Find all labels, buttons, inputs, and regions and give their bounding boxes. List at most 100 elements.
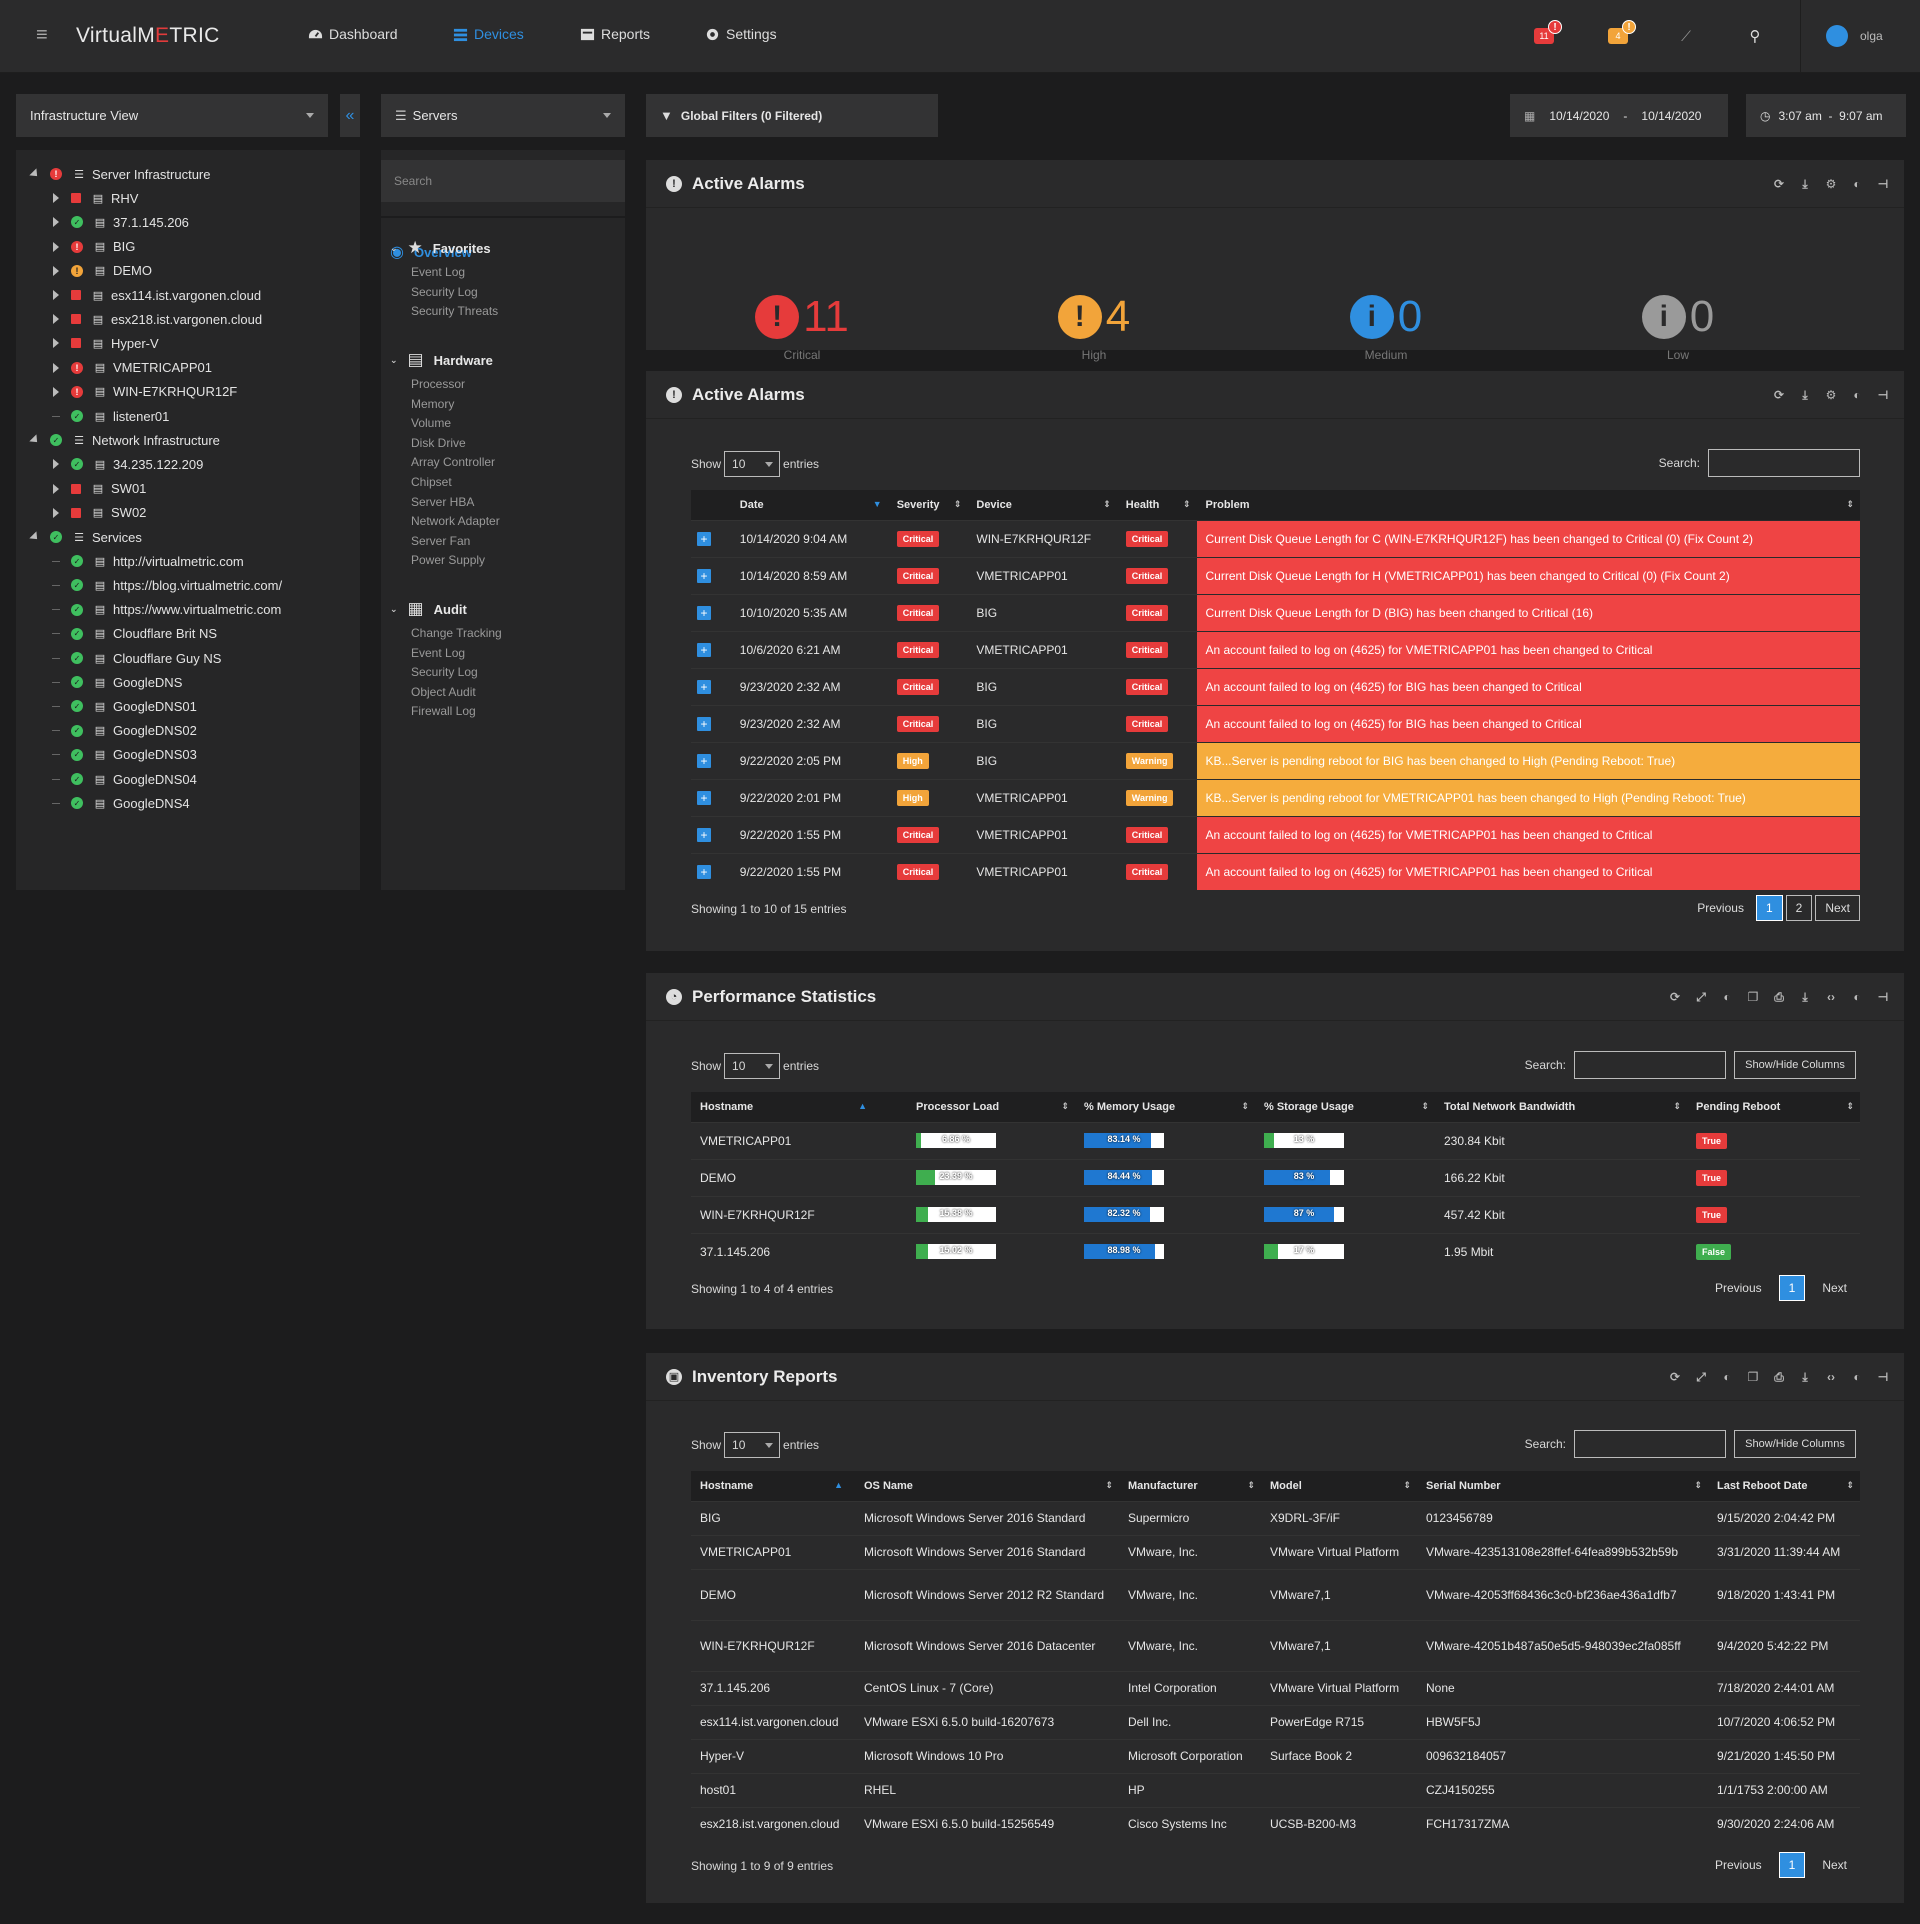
tree-node[interactable]: ✓ ▤ https://blog.virtualmetric.com/: [49, 573, 282, 597]
tree-node[interactable]: ✓ ▤ http://virtualmetric.com: [49, 549, 244, 573]
tree-node[interactable]: ✓ ▤ Cloudflare Brit NS: [49, 622, 217, 646]
expand-icon[interactable]: [49, 459, 63, 470]
nav-link-favorites[interactable]: Event Log: [411, 265, 466, 279]
previous-button[interactable]: Previous: [1714, 1858, 1762, 1872]
gear-icon[interactable]: ⚙: [1825, 388, 1837, 402]
user-menu[interactable]: olga: [1826, 25, 1883, 47]
column-header[interactable]: Serial Number ⇕: [1417, 1471, 1708, 1501]
hostname-cell[interactable]: 37.1.145.206: [691, 1670, 855, 1705]
warning-alerts-button[interactable]: 4!: [1598, 16, 1638, 56]
hostname-cell[interactable]: WIN-E7KRHQUR12F: [691, 1619, 855, 1671]
column-header[interactable]: OS Name ⇕: [855, 1471, 1119, 1501]
expand-icon[interactable]: [49, 290, 63, 300]
next-button[interactable]: Next: [1822, 1858, 1847, 1872]
pin-icon[interactable]: ⟋: [1681, 27, 1691, 44]
column-header[interactable]: % Storage Usage ⇕: [1255, 1092, 1435, 1122]
table-row[interactable]: +10/14/2020 8:59 AM Critical VMETRICAPP01 C…: [691, 556, 1860, 594]
toggle-icon[interactable]: ◐: [1853, 990, 1861, 1004]
hostname-cell[interactable]: DEMO: [691, 1568, 855, 1620]
code-icon[interactable]: ‹›: [1827, 990, 1835, 1004]
alarm-summary-low[interactable]: i 0 Low: [1588, 292, 1768, 362]
table-row[interactable]: VMETRICAPP01 6.86 % 83.14 % 13 % 230.84 Kbit…: [691, 1121, 1860, 1159]
table-row[interactable]: +10/14/2020 9:04 AM Critical WIN-E7KRHQUR1…: [691, 519, 1860, 557]
previous-button[interactable]: Previous: [1697, 901, 1744, 915]
table-row[interactable]: WIN-E7KRHQUR12F 15.38 % 82.32 % 87 % 457.42 …: [691, 1195, 1860, 1233]
contrast-icon[interactable]: ◐: [1723, 990, 1731, 1004]
nav-overview[interactable]: ◉ Overview: [390, 242, 472, 262]
page-length-select[interactable]: 10: [724, 1053, 781, 1079]
page-length-select[interactable]: 10: [724, 1432, 781, 1458]
code-icon[interactable]: ‹›: [1827, 1370, 1835, 1384]
print-icon[interactable]: ⎙: [1774, 1370, 1784, 1384]
servers-select[interactable]: ☰ Servers: [381, 94, 625, 137]
nav-link-hardware[interactable]: Volume: [411, 416, 452, 431]
column-header-date[interactable]: Date ▼: [730, 490, 888, 520]
nav-link-hardware[interactable]: Array Controller: [411, 455, 496, 470]
column-header[interactable]: Hostname ▲: [691, 1471, 855, 1501]
tree-node[interactable]: ✓ ▤ GoogleDNS01: [49, 694, 197, 718]
nav-link-hardware[interactable]: Processor: [411, 377, 466, 391]
table-row[interactable]: WIN-E7KRHQUR12F Microsoft Windows Server …: [691, 1619, 1860, 1671]
nav-link-audit[interactable]: Firewall Log: [411, 704, 476, 719]
download-icon[interactable]: ⤓: [1802, 388, 1808, 402]
expand-row-icon[interactable]: +: [697, 790, 711, 805]
nav-devices[interactable]: Devices: [453, 26, 524, 42]
copy-icon[interactable]: ❐: [1747, 990, 1759, 1004]
collapse-icon[interactable]: [28, 168, 42, 180]
nav-link-audit[interactable]: Object Audit: [411, 684, 476, 699]
column-header[interactable]: Hostname ▲: [691, 1092, 907, 1122]
expand-row-icon[interactable]: +: [697, 716, 711, 731]
toggle-icon[interactable]: ◐: [1853, 1370, 1861, 1384]
global-filters-button[interactable]: ▼ Global Filters (0 Filtered): [646, 94, 938, 137]
print-icon[interactable]: ⎙: [1774, 990, 1784, 1004]
collapse-icon[interactable]: [28, 434, 42, 446]
tree-node[interactable]: ✓ ▤ GoogleDNS4: [49, 791, 190, 815]
tree-node[interactable]: ! ▤ BIG: [49, 235, 135, 259]
expand-icon[interactable]: [49, 507, 63, 518]
show-hide-columns-button[interactable]: Show/Hide Columns: [1734, 1051, 1856, 1079]
expand-icon[interactable]: [49, 386, 63, 397]
expand-icon[interactable]: [49, 362, 63, 373]
download-icon[interactable]: ⤓: [1802, 1370, 1808, 1384]
tree-node[interactable]: ▤ SW01: [49, 477, 146, 501]
device-cell[interactable]: BIG: [967, 704, 1117, 742]
table-search-input[interactable]: [1574, 1051, 1726, 1079]
view-select[interactable]: Infrastructure View: [16, 94, 328, 137]
table-row[interactable]: +9/23/2020 2:32 AM Critical BIG Critical An …: [691, 704, 1860, 742]
expand-icon[interactable]: [49, 483, 63, 494]
hostname-cell[interactable]: host01: [691, 1772, 855, 1807]
tree-node[interactable]: ✓ ▤ GoogleDNS03: [49, 743, 197, 767]
expand-icon[interactable]: ⤢: [1696, 1370, 1706, 1384]
refresh-icon[interactable]: ⟳: [1669, 1370, 1681, 1384]
table-row[interactable]: esx218.ist.vargonen.cloud VMware ESXi 6.5…: [691, 1806, 1860, 1841]
section-favorites[interactable]: ⌄ ★ Favorites: [390, 238, 491, 258]
expand-icon[interactable]: [49, 338, 63, 349]
pin-icon[interactable]: ⊣: [1877, 177, 1889, 191]
device-cell[interactable]: VMETRICAPP01: [967, 630, 1117, 668]
nav-link-hardware[interactable]: Server Fan: [411, 533, 471, 548]
table-row[interactable]: +9/22/2020 2:05 PM High BIG Warning KB...Ser…: [691, 741, 1860, 779]
hostname-cell[interactable]: WIN-E7KRHQUR12F: [691, 1195, 907, 1233]
page-1-button[interactable]: 1: [1755, 895, 1783, 921]
device-cell[interactable]: BIG: [967, 667, 1117, 705]
tree-node[interactable]: ✓ ▤ GoogleDNS02: [49, 719, 197, 743]
expand-row-icon[interactable]: +: [697, 827, 711, 842]
column-header[interactable]: Last Reboot Date ⇕: [1708, 1471, 1860, 1501]
table-row[interactable]: +9/22/2020 1:55 PM Critical VMETRICAPP01 Cr…: [691, 815, 1860, 853]
tree-node[interactable]: ✓ ▤ 34.235.122.209: [49, 452, 203, 476]
pin-icon[interactable]: ⊣: [1877, 1370, 1889, 1384]
device-cell[interactable]: WIN-E7KRHQUR12F: [967, 519, 1117, 557]
hostname-cell[interactable]: 37.1.145.206: [691, 1232, 907, 1270]
table-row[interactable]: +9/22/2020 2:01 PM High VMETRICAPP01 Warnin…: [691, 778, 1860, 816]
table-search-input[interactable]: [1574, 1430, 1726, 1458]
refresh-icon[interactable]: ⟳: [1669, 990, 1681, 1004]
hostname-cell[interactable]: esx114.ist.vargonen.cloud: [691, 1704, 855, 1739]
tree-node[interactable]: ✓ ▤ 37.1.145.206: [49, 210, 189, 234]
collapse-panel-button[interactable]: «: [340, 94, 360, 137]
expand-icon[interactable]: [49, 217, 63, 228]
column-header[interactable]: Pending Reboot ⇕: [1687, 1092, 1860, 1122]
table-row[interactable]: Hyper-V Microsoft Windows 10 Pro Microsoft…: [691, 1738, 1860, 1773]
table-row[interactable]: BIG Microsoft Windows Server 2016 Standar…: [691, 1500, 1860, 1535]
logo[interactable]: VirtualMETRIC: [76, 24, 220, 47]
expand-icon[interactable]: [49, 265, 63, 276]
